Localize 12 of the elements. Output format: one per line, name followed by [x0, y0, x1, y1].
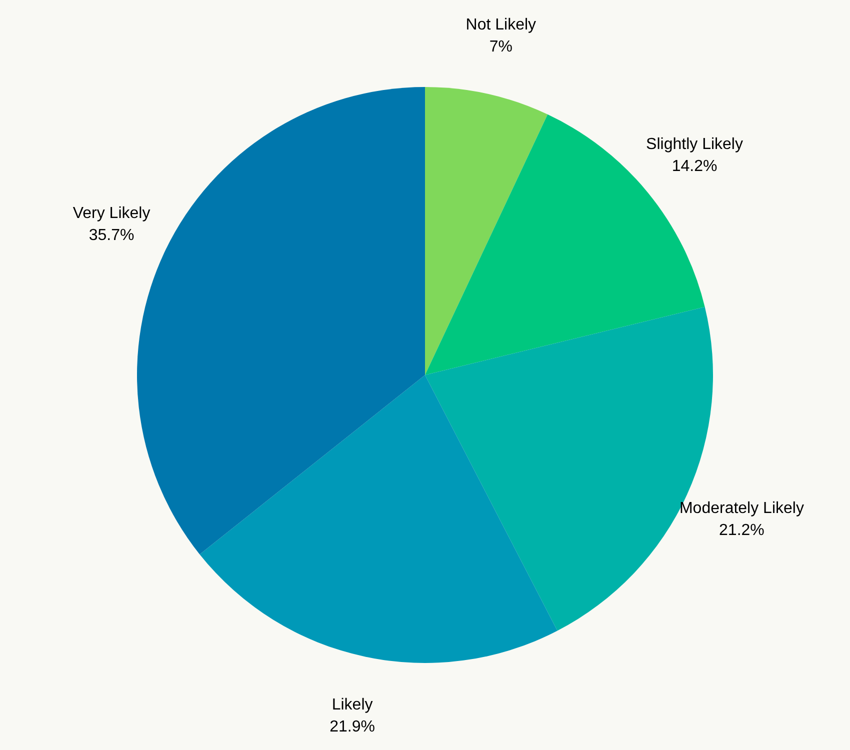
slice-label: Not Likely: [466, 16, 536, 34]
slice-label: Likely: [332, 696, 373, 714]
data-label: 14.2%: [672, 158, 718, 175]
data-label: 35.7%: [88, 226, 134, 244]
data-label: 21.9%: [330, 718, 375, 736]
slice-label: Very Likely: [72, 204, 150, 222]
data-label: 21.2%: [719, 522, 764, 540]
data-label: 7%: [489, 38, 512, 56]
slice-label: Slightly Likely: [646, 136, 743, 153]
pie-slice: [425, 87, 548, 375]
slice-label: Moderately Likely: [679, 500, 804, 518]
pie-slice: [200, 375, 558, 663]
